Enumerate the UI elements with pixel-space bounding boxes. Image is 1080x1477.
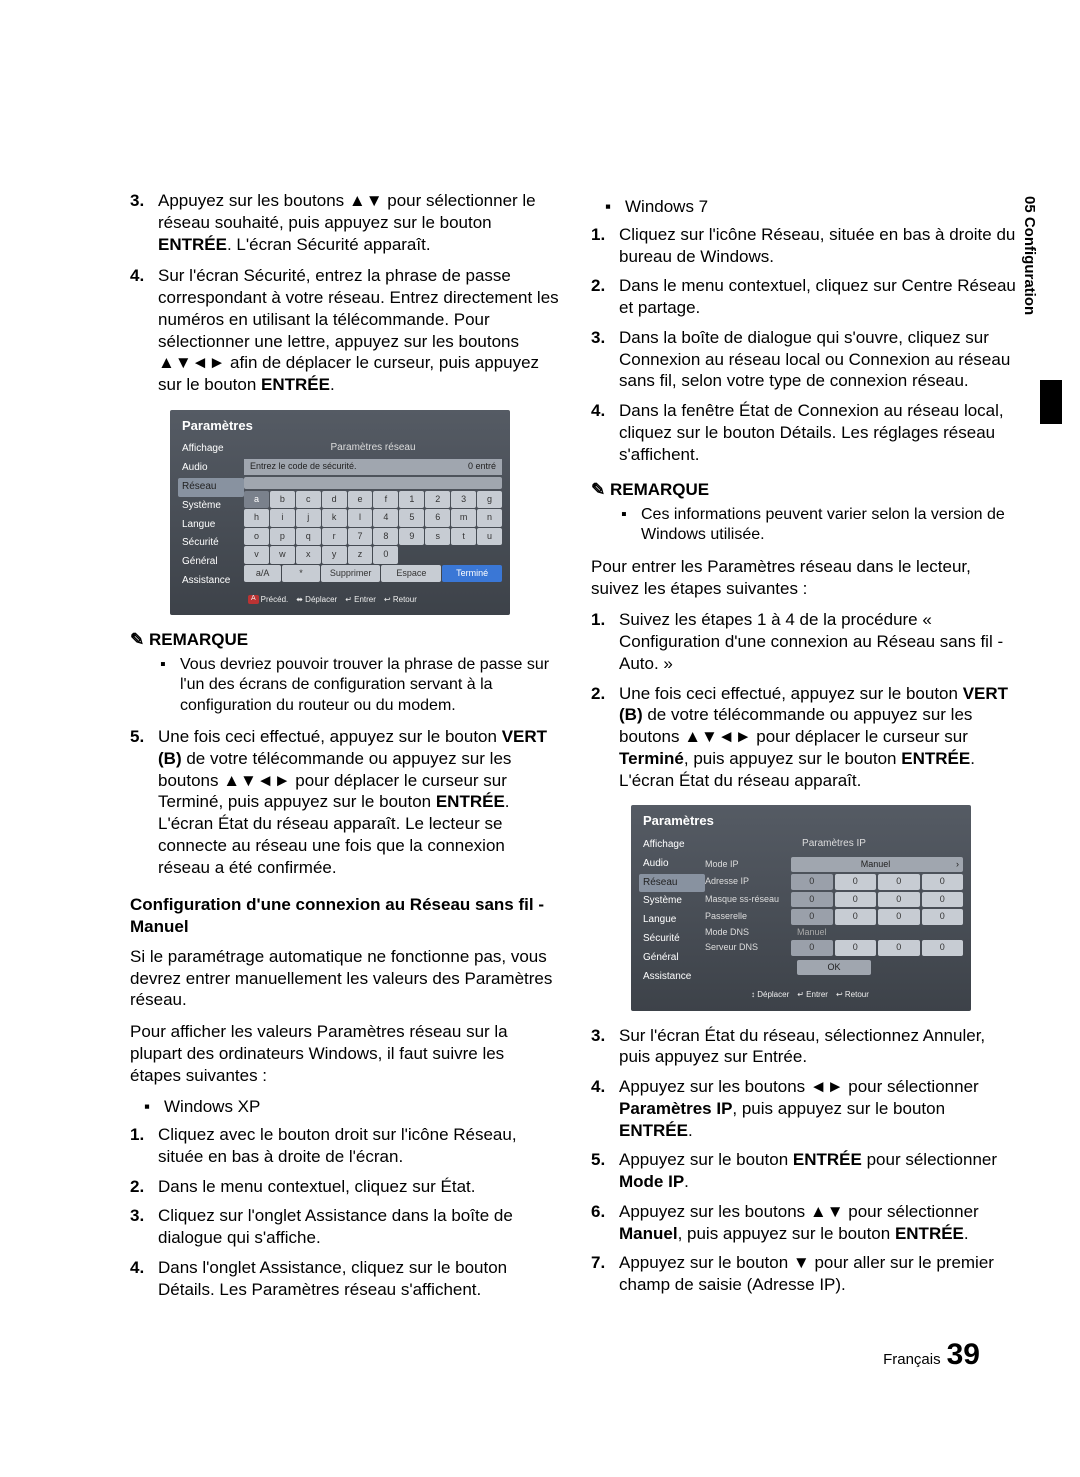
w7-step-4: Dans la fenêtre État de Connexion au rés… xyxy=(591,400,1020,465)
right-column: ▪Windows 7 Cliquez sur l'icône Réseau, s… xyxy=(591,190,1020,1308)
settings-panel-ip: Paramètres AffichageAudioRéseauSystèmeLa… xyxy=(631,805,971,1010)
reader-step-1: Suivez les étapes 1 à 4 de la procédure … xyxy=(591,609,1020,674)
remarque-heading-2: ✎ REMARQUE xyxy=(591,479,1020,501)
bullet-xp: ▪Windows XP xyxy=(144,1096,559,1118)
reader-step-2: Une fois ceci effectué, appuyez sur le b… xyxy=(591,683,1020,792)
step-4: Sur l'écran Sécurité, entrez la phrase d… xyxy=(130,265,559,396)
subheading-manual: Configuration d'une connexion au Réseau … xyxy=(130,894,559,938)
reader-step-5: Appuyez sur le bouton ENTRÉE pour sélect… xyxy=(591,1149,1020,1193)
w7-step-2: Dans le menu contextuel, cliquez sur Cen… xyxy=(591,275,1020,319)
settings-panel-keyboard: Paramètres AffichageAudioRéseauSystèmeLa… xyxy=(170,410,510,615)
xp-step-1: Cliquez avec le bouton droit sur l'icône… xyxy=(130,1124,559,1168)
xp-step-2: Dans le menu contextuel, cliquez sur Éta… xyxy=(130,1176,559,1198)
w7-step-1: Cliquez sur l'icône Réseau, située en ba… xyxy=(591,224,1020,268)
remarque-heading: ✎ REMARQUE xyxy=(130,629,559,651)
step-5: Une fois ceci effectué, appuyez sur le b… xyxy=(130,726,559,878)
panel-title: Paramètres xyxy=(170,410,510,441)
bullet-w7: ▪Windows 7 xyxy=(605,196,1020,218)
w7-step-3: Dans la boîte de dialogue qui s'ouvre, c… xyxy=(591,327,1020,392)
reader-step-7: Appuyez sur le bouton ▼ pour aller sur l… xyxy=(591,1252,1020,1296)
para-1: Si le paramétrage automatique ne fonctio… xyxy=(130,946,559,1011)
reader-step-3: Sur l'écran État du réseau, sélectionnez… xyxy=(591,1025,1020,1069)
panel2-title: Paramètres xyxy=(631,805,971,836)
side-block xyxy=(1040,380,1062,424)
page-footer: Français39 xyxy=(130,1338,1020,1372)
para-2: Pour afficher les valeurs Paramètres rés… xyxy=(130,1021,559,1086)
ok-button: OK xyxy=(797,960,871,976)
xp-step-4: Dans l'onglet Assistance, cliquez sur le… xyxy=(130,1257,559,1301)
para-right-1: Pour entrer les Paramètres réseau dans l… xyxy=(591,556,1020,600)
reader-step-6: Appuyez sur les boutons ▲▼ pour sélectio… xyxy=(591,1201,1020,1245)
reader-step-4: Appuyez sur les boutons ◄► pour sélectio… xyxy=(591,1076,1020,1141)
note-2: ▪Ces informations peuvent varier selon l… xyxy=(621,505,1020,546)
left-column: Appuyez sur les boutons ▲▼ pour sélectio… xyxy=(130,190,559,1308)
step-3: Appuyez sur les boutons ▲▼ pour sélectio… xyxy=(130,190,559,255)
note-1: ▪Vous devriez pouvoir trouver la phrase … xyxy=(160,655,559,716)
side-tab: 05 Configuration xyxy=(1019,190,1040,355)
xp-step-3: Cliquez sur l'onglet Assistance dans la … xyxy=(130,1205,559,1249)
